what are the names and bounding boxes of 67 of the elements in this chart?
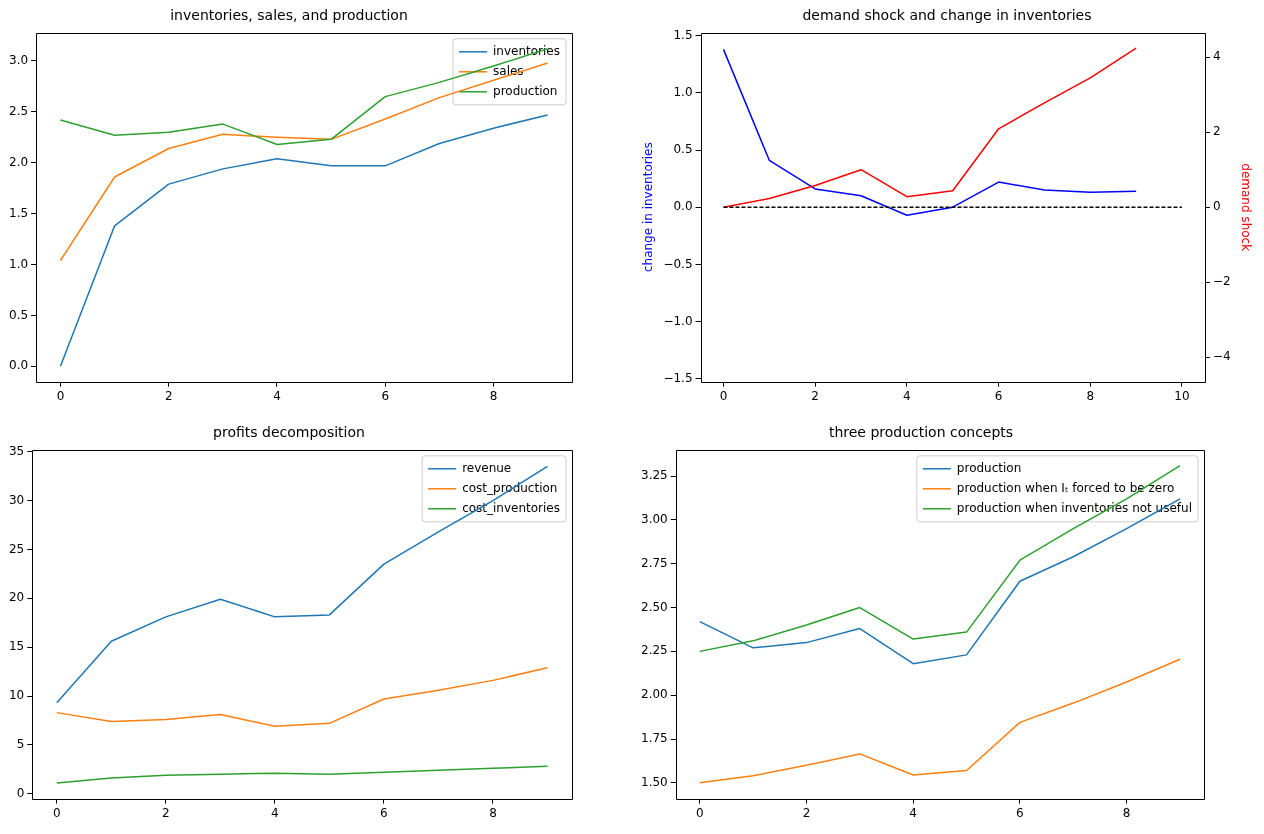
y-tick-label: 2.25 xyxy=(641,643,668,658)
y-axis-title: change in inventories xyxy=(641,142,656,273)
y-tick-label: −1.5 xyxy=(663,370,693,385)
x-tick-label: 4 xyxy=(909,805,917,820)
y-tick-label: 1.50 xyxy=(641,774,668,789)
y-tick-label: 0.5 xyxy=(673,142,693,157)
x-tick-label: 10 xyxy=(1174,388,1190,403)
x-tick-label: 2 xyxy=(164,388,173,403)
y-tick-label: 20 xyxy=(8,590,25,605)
x-tick-label: 0 xyxy=(719,388,728,403)
legend-label: sales xyxy=(493,63,524,78)
x-tick-label: 6 xyxy=(380,805,388,820)
chart-title: three production concepts xyxy=(828,424,1014,441)
x-tick-label: 8 xyxy=(1122,805,1131,820)
y-tick-label: 5 xyxy=(16,736,25,751)
y-tick-label: 30 xyxy=(8,492,25,507)
y-tick-label: 1.0 xyxy=(673,84,693,99)
y2-tick-label: 0 xyxy=(1212,199,1221,214)
legend-label: production xyxy=(956,460,1022,475)
x-tick-label: 2 xyxy=(162,805,170,820)
x-tick-label: 0 xyxy=(56,388,65,403)
y-tick-label: −0.5 xyxy=(663,256,693,271)
x-tick-label: 2 xyxy=(802,805,811,820)
legend-label: revenue xyxy=(462,460,512,475)
y-tick-label: 2.0 xyxy=(8,154,29,169)
y-tick-label: −1.0 xyxy=(663,313,693,328)
x-tick-label: 0 xyxy=(52,805,61,820)
y-tick-label: 25 xyxy=(8,541,25,556)
y-tick-label: 10 xyxy=(8,688,25,703)
chart-title: profits decomposition xyxy=(213,424,365,441)
y-tick-label: 0.0 xyxy=(8,358,29,373)
y-tick-label: 1.5 xyxy=(673,27,693,42)
y-tick-label: 0.5 xyxy=(8,307,29,322)
x-tick-label: 0 xyxy=(695,805,704,820)
legend-label: production when Iₜ forced to be zero xyxy=(956,480,1175,495)
x-tick-label: 4 xyxy=(903,388,911,403)
y-tick-label: 3.25 xyxy=(641,468,668,483)
y-tick-label: 2.75 xyxy=(641,555,668,570)
y2-tick-label: −4 xyxy=(1212,349,1231,364)
y-tick-label: 2.5 xyxy=(8,104,29,119)
y-tick-label: 1.5 xyxy=(8,205,29,220)
x-tick-label: 6 xyxy=(994,388,1003,403)
x-tick-label: 8 xyxy=(489,388,498,403)
y-tick-label: 1.0 xyxy=(8,256,29,271)
y-tick-label: 35 xyxy=(8,443,25,458)
x-tick-label: 6 xyxy=(1016,805,1024,820)
y2-tick-label: 2 xyxy=(1212,124,1221,139)
y-tick-label: 0 xyxy=(16,785,25,800)
chart-title: demand shock and change in inventories xyxy=(802,7,1092,24)
x-tick-label: 4 xyxy=(271,805,279,820)
y2-tick-label: −2 xyxy=(1212,274,1231,289)
legend-label: production xyxy=(493,83,558,98)
y-tick-label: 3.00 xyxy=(641,512,668,527)
y2-tick-label: 4 xyxy=(1212,49,1221,64)
y-tick-label: 0.0 xyxy=(673,199,693,214)
x-tick-label: 8 xyxy=(489,805,497,820)
y2-axis-title: demand shock xyxy=(1238,163,1253,252)
y-tick-label: 3.0 xyxy=(8,53,29,68)
y-tick-label: 1.75 xyxy=(641,731,668,746)
chart-title: inventories, sales, and production xyxy=(170,7,408,24)
y-tick-label: 2.00 xyxy=(641,687,668,702)
x-tick-label: 2 xyxy=(811,388,819,403)
y-tick-label: 15 xyxy=(8,639,25,654)
x-tick-label: 6 xyxy=(381,388,390,403)
y-tick-label: 2.50 xyxy=(641,599,668,614)
x-tick-label: 8 xyxy=(1086,388,1095,403)
x-tick-label: 4 xyxy=(273,388,281,403)
